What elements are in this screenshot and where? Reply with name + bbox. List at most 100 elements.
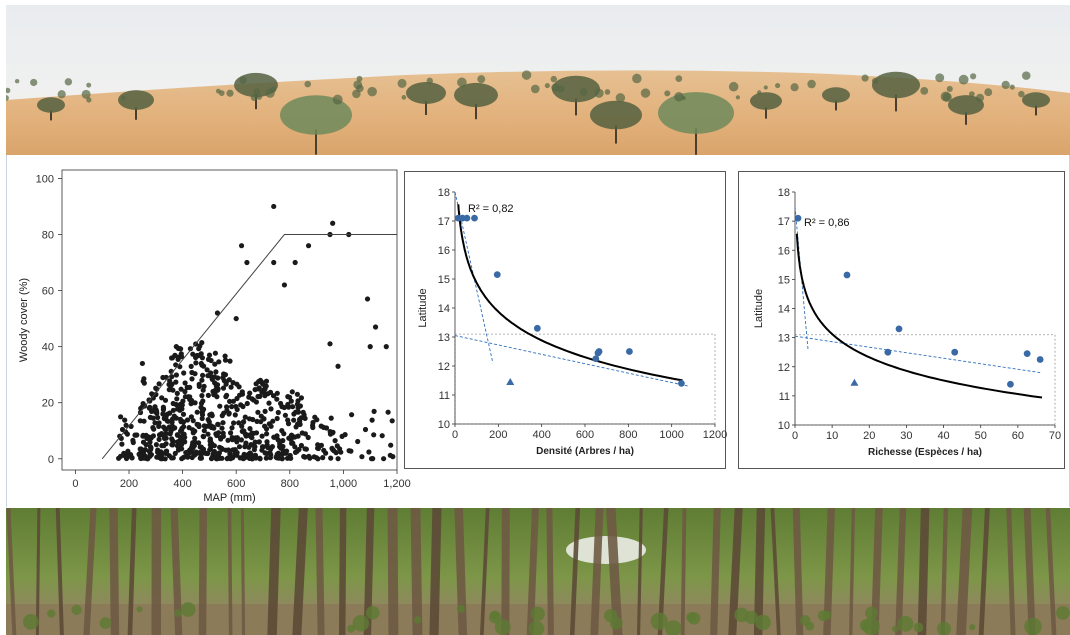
woody-point: [212, 350, 218, 356]
woody-point: [153, 385, 159, 391]
woody-point: [147, 414, 153, 420]
woody-point: [229, 437, 235, 443]
distant-shrub: [265, 88, 275, 98]
tree-trunk: [151, 508, 162, 635]
woody-point: [140, 439, 147, 445]
tree-trunk: [1023, 508, 1036, 635]
woody-point: [280, 438, 286, 444]
woody-point: [224, 404, 230, 410]
woody-point: [295, 421, 301, 427]
undergrowth: [969, 624, 976, 631]
undergrowth: [71, 604, 82, 616]
woody-point: [228, 430, 234, 436]
data-point: [884, 348, 892, 356]
woody-point: [338, 449, 344, 455]
woody-point: [159, 395, 165, 401]
woody-point: [281, 404, 287, 411]
tree-trunk: [849, 508, 856, 635]
woody-plot-area: [61, 169, 398, 471]
distant-shrub: [790, 83, 799, 92]
undergrowth: [488, 611, 502, 624]
tree-trunk: [657, 508, 669, 635]
woody-point: [199, 362, 205, 368]
woody-point: [190, 442, 196, 448]
richness-r2-annotation: R² = 0,86: [804, 217, 850, 229]
woody-point: [388, 442, 394, 448]
sahel-savanna-image: [6, 5, 1070, 155]
woody-point: [187, 346, 193, 352]
woody-point: [193, 360, 199, 366]
woody-point: [249, 396, 255, 402]
woody-point: [234, 406, 240, 413]
woody-point: [192, 400, 198, 406]
y-tick-label: 13: [438, 332, 450, 344]
x-tick-label: 1,000: [330, 478, 358, 490]
distant-shrub: [81, 89, 91, 99]
tree-trunk: [978, 508, 990, 635]
woody-point: [364, 296, 371, 302]
woody-point: [162, 397, 169, 403]
x-tick-label: 20: [863, 430, 875, 442]
woody-point: [297, 403, 303, 409]
undergrowth: [136, 606, 143, 613]
woody-point: [213, 456, 219, 462]
data-point: [592, 355, 600, 363]
woody-point: [154, 454, 160, 460]
y-tick-label: 13: [778, 333, 790, 345]
undergrowth: [822, 610, 832, 620]
woody-point: [189, 376, 195, 382]
trend-line: [794, 335, 1041, 374]
woody-point: [250, 416, 256, 423]
woody-point: [178, 386, 184, 392]
tree-trunk: [526, 508, 539, 635]
woody-point: [349, 412, 355, 418]
woody-point: [184, 417, 191, 423]
triangle-point: [506, 377, 515, 385]
woody-point: [281, 282, 288, 288]
distant-shrub: [1021, 71, 1031, 80]
woody-point: [292, 444, 298, 450]
woody-point: [215, 386, 221, 392]
tree-trunk: [917, 508, 930, 635]
distant-shrub: [604, 89, 611, 95]
y-tick-label: 12: [438, 361, 450, 373]
woody-point: [154, 408, 160, 414]
undergrowth: [1024, 617, 1042, 635]
highlight-box: [454, 333, 716, 425]
woody-point: [368, 456, 375, 462]
woody-point: [371, 432, 377, 438]
woody-point: [253, 430, 260, 436]
woody-point: [270, 393, 277, 399]
woody-point: [333, 450, 339, 456]
woody-point: [294, 391, 300, 397]
woody-point: [295, 409, 301, 415]
woody-point: [298, 442, 304, 449]
woody-point: [175, 405, 181, 411]
data-point: [533, 324, 541, 332]
woody-point: [240, 456, 246, 462]
sahel-savanna-photo: [6, 5, 1070, 155]
woody-point: [295, 398, 301, 404]
tree-trunk: [895, 508, 907, 635]
woody-point: [271, 203, 277, 210]
woody-point: [274, 455, 280, 461]
distant-shrub: [674, 92, 684, 102]
woody-point: [169, 455, 175, 461]
woody-point: [222, 372, 229, 378]
woody-point: [301, 412, 307, 418]
woody-point: [236, 444, 243, 450]
y-tick-label: 0: [48, 454, 54, 466]
woody-point: [348, 448, 354, 454]
woody-point: [234, 395, 240, 402]
woody-point: [209, 454, 216, 460]
distant-shrub: [946, 85, 953, 93]
charts-panel: 0 200 400 600 800 1,000 1,200 0 20 40 60 80 100 MAP …: [6, 155, 1070, 507]
woody-point: [279, 456, 285, 462]
woody-point: [175, 439, 181, 445]
woody-point: [184, 451, 190, 457]
x-tick-label: 40: [937, 430, 949, 442]
x-tick-label: 30: [900, 430, 912, 442]
woody-point: [201, 383, 207, 389]
y-tick-label: 60: [42, 286, 54, 298]
undergrowth: [862, 617, 880, 635]
